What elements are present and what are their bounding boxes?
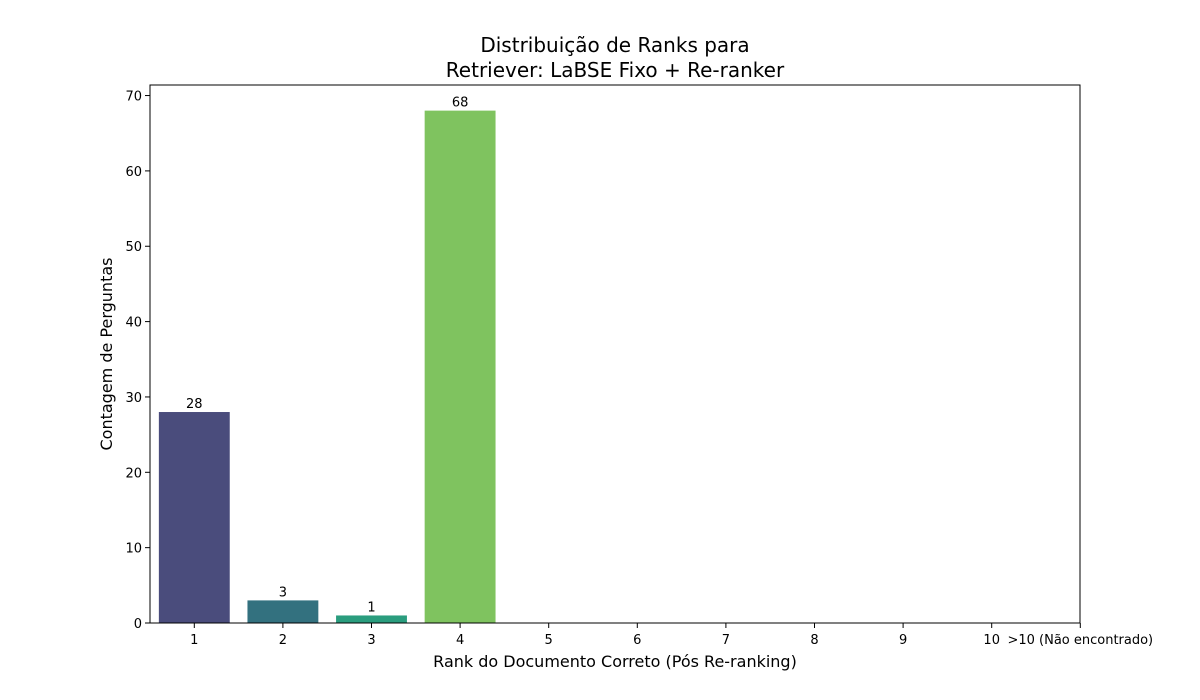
x-tick-label: 7 [722, 633, 730, 648]
x-tick-label: 1 [190, 633, 198, 648]
plot-frame [149, 84, 1081, 624]
chart-title: Distribuição de Ranks para Retriever: LaB… [446, 33, 785, 82]
bar [424, 110, 496, 624]
x-tick-label: 10 [983, 633, 1000, 648]
y-tick-label: 60 [125, 165, 142, 180]
x-tick-label: 4 [456, 633, 464, 648]
y-tick-label: 0 [134, 617, 142, 632]
x-tick-label: 8 [810, 633, 818, 648]
y-tick-label: 10 [125, 542, 142, 557]
y-tick-label: 50 [125, 240, 142, 255]
y-tick-label: 40 [125, 316, 142, 331]
y-tick-label: 20 [125, 466, 142, 481]
bar [247, 600, 319, 623]
y-tick-label: 30 [125, 391, 142, 406]
value-label: 3 [279, 585, 287, 600]
x-tick-label: 5 [545, 633, 553, 648]
bar [158, 412, 230, 623]
x-tick-label: 9 [899, 633, 907, 648]
x-tick-label: 6 [633, 633, 641, 648]
value-label: 68 [452, 96, 469, 111]
value-label: 1 [367, 600, 375, 615]
y-tick-label: 70 [125, 90, 142, 105]
bar [336, 615, 407, 623]
x-tick-label: 3 [367, 633, 375, 648]
x-tick-label: >10 (Não encontrado) [1007, 633, 1153, 648]
x-tick-label: 2 [279, 633, 287, 648]
value-label: 28 [186, 397, 203, 412]
x-axis-label: Rank do Documento Correto (Pós Re-rankin… [433, 652, 797, 671]
y-axis-label: Contagem de Perguntas [97, 257, 116, 450]
